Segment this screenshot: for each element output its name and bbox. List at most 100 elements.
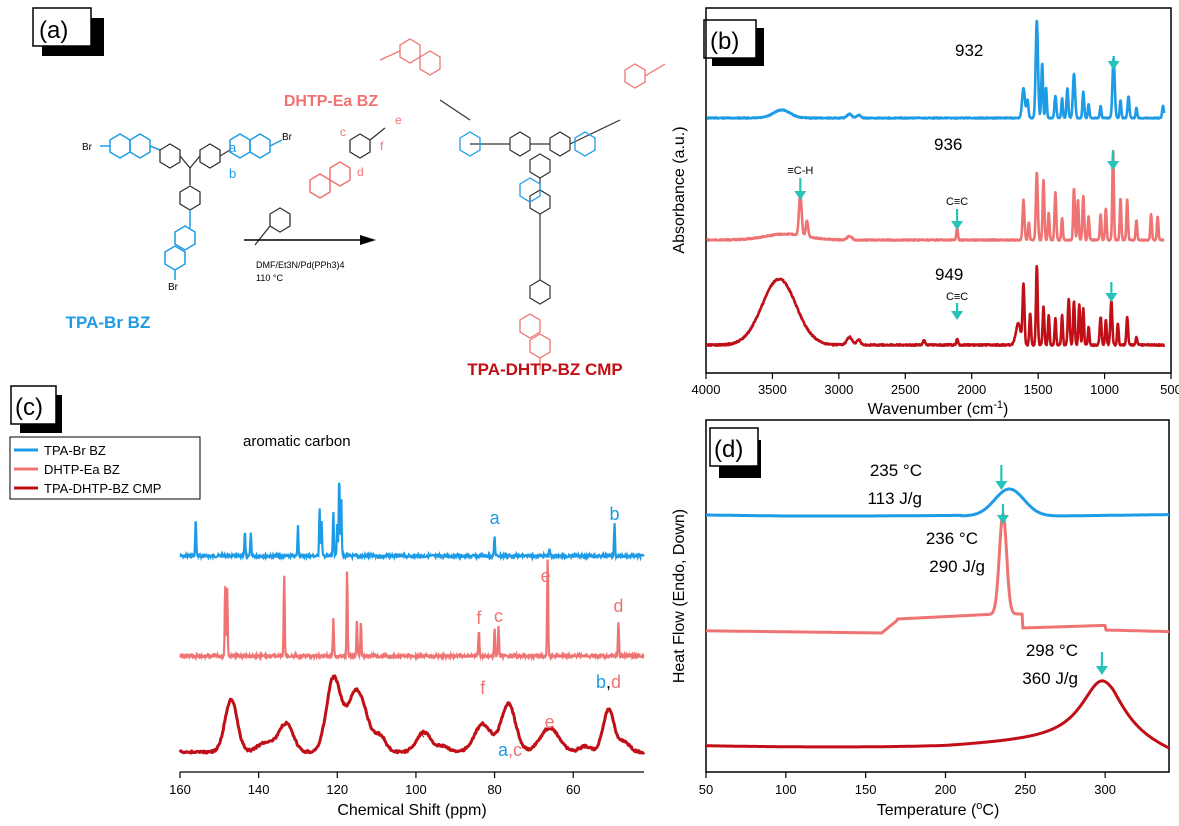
label-box [32, 7, 92, 47]
y-axis-label: Heat Flow (Endo, Down) [671, 509, 688, 683]
plot-frame [705, 7, 1172, 374]
nmr-dark-line [178, 674, 646, 755]
arrow-cc-2-head [951, 311, 964, 320]
y-axis-label: Absorbance (a.u.) [671, 126, 688, 253]
condition-1: DMF/Et3N/Pd(PPh3)4 [256, 260, 345, 270]
annot-949: 949 [935, 265, 963, 284]
label-box [10, 385, 57, 425]
panel-a: (a) Br Br Br a b TPA- [32, 7, 666, 379]
label-box [709, 427, 759, 467]
tpa-br-arms [100, 133, 283, 280]
atom-label-c: c [340, 125, 346, 139]
legend-entry: TPA-DHTP-BZ CMP [44, 481, 161, 496]
panel-b: (b) 4000 3500 3000 2500 2000 1500 1000 500 Wave… [671, 7, 1179, 418]
peak-label: d [613, 596, 623, 616]
dhtp-label: DHTP-Ea BZ [284, 93, 378, 110]
annot-360: 360 J/g [1022, 669, 1078, 688]
x-tick-label: 200 [935, 782, 957, 797]
legend-box [9, 436, 201, 500]
x-tick-label: 2000 [957, 382, 986, 397]
peak-labels: a bef c d*fe [418, 504, 623, 748]
br-label-2: Br [282, 132, 293, 143]
aromatic-label: aromatic carbon [243, 433, 351, 450]
x-tick-label: 100 [405, 782, 427, 797]
x-axis-label: Wavenumber (cm-1) [868, 399, 1009, 418]
nmr-blue-line [179, 482, 645, 562]
x-tick-label: 80 [487, 782, 501, 797]
atom-label-f: f [380, 139, 384, 153]
product-label: TPA-DHTP-BZ CMP [467, 360, 623, 379]
atom-label-a: a [229, 140, 237, 155]
br-label-1: Br [82, 142, 93, 153]
tpa-br-structure [109, 133, 161, 159]
dsc-blue-line [705, 487, 1170, 518]
atom-label-e: e [395, 113, 402, 127]
atom-label-d: d [357, 165, 364, 179]
peak-label: f [480, 678, 486, 698]
peak-label: a [490, 508, 501, 528]
annot-cc-2: C≡C [946, 291, 968, 303]
dsc-dark-line [705, 679, 1170, 750]
label-ac: a,c [498, 740, 522, 760]
panel-b-label: (b) [710, 28, 739, 55]
atom-label-b: b [229, 166, 236, 181]
x-tick-label: 3000 [824, 382, 853, 397]
dsc-series [705, 487, 1170, 750]
peak-label: * [418, 728, 425, 748]
label-box [703, 19, 757, 59]
x-tick-label: 1000 [1090, 382, 1119, 397]
annot-236: 236 °C [926, 529, 978, 548]
arrow-head [360, 235, 376, 245]
x-tick-label: 2500 [891, 382, 920, 397]
panel-d-label: (d) [714, 436, 743, 463]
annot-932: 932 [955, 41, 983, 60]
x-tick-label: 150 [855, 782, 877, 797]
arrow-932-head [1107, 61, 1120, 70]
x-tick-label: 1500 [1024, 382, 1053, 397]
dsc-pink-line [705, 512, 1170, 635]
panel-c-label: (c) [15, 394, 43, 421]
product-blue-units [459, 131, 596, 203]
arrow-236-head [996, 515, 1009, 524]
panel-a-label: (a) [39, 17, 68, 44]
peak-label: b [610, 504, 620, 524]
arrow-cc-1-head [951, 221, 964, 230]
dhtp-structure [309, 161, 351, 199]
annot-290: 290 J/g [929, 557, 985, 576]
tpa-br-label: TPA-Br BZ [66, 313, 151, 332]
x-tick-label: 100 [775, 782, 797, 797]
ftir-blue-line [705, 19, 1166, 120]
plot-frame [705, 419, 1170, 773]
ftir-arrows [794, 56, 1120, 320]
dsc-arrows [995, 465, 1108, 675]
annot-ch: ≡C-H [787, 165, 813, 177]
panel-c: (c) TPA-Br BZ DHTP-Ea BZ TPA-DHTP-BZ CMP a… [9, 385, 646, 819]
x-tick-label: 500 [1160, 382, 1179, 397]
x-axis-ticks: 160 140 120 100 80 60 [169, 772, 580, 797]
peak-label: e [545, 712, 555, 732]
annot-936: 936 [934, 135, 962, 154]
tpa-core [159, 143, 231, 211]
ftir-series [705, 19, 1166, 348]
peak-label: f [476, 608, 482, 628]
nmr-pink-line [179, 559, 645, 662]
panel-d: (d) 50 100 150 200 250 300 Temperature (oC) H… [671, 419, 1170, 819]
x-axis-ticks: 50 100 150 200 250 300 [699, 772, 1116, 797]
product-pink-units [379, 38, 666, 370]
br-label-3: Br [168, 282, 179, 293]
condition-2: 110 °C [256, 273, 283, 283]
x-tick-label: 3500 [758, 382, 787, 397]
legend-entry: DHTP-Ea BZ [44, 462, 120, 477]
x-tick-label: 300 [1094, 782, 1116, 797]
peak-label: e [541, 566, 551, 586]
peak-label: c [494, 606, 503, 626]
annot-cc-1: C≡C [946, 196, 968, 208]
arrow-936-head [1107, 161, 1120, 170]
arrow-235-head [995, 481, 1008, 490]
arrow-298-head [1095, 666, 1108, 675]
x-axis-ticks: 4000 3500 3000 2500 2000 1500 1000 500 [692, 373, 1179, 397]
annot-113: 113 J/g [867, 489, 922, 508]
x-axis-label: Chemical Shift (ppm) [337, 802, 486, 819]
x-tick-label: 250 [1014, 782, 1036, 797]
